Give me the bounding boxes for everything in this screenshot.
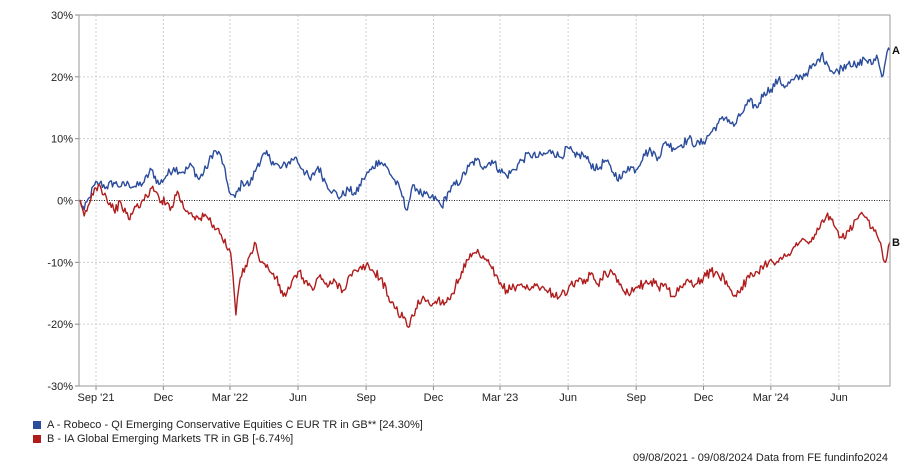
legend-label-b: B - IA Global Emerging Markets TR in GB … xyxy=(47,433,294,445)
x-tick-label: Sep xyxy=(356,392,376,404)
series-end-label-b: B xyxy=(892,237,900,249)
y-tick-label: -10% xyxy=(47,257,73,269)
x-tick-label: Jun xyxy=(289,392,307,404)
series-lines xyxy=(78,47,891,328)
data-source: Data from FE fundinfo2024 xyxy=(755,452,888,464)
x-tick-label: Sep xyxy=(626,392,646,404)
legend-swatch-a xyxy=(33,421,41,429)
plot-frame xyxy=(78,14,891,387)
date-range: 09/08/2021 - 09/08/2024 xyxy=(632,452,753,464)
x-tick-label: Mar '22 xyxy=(212,392,248,404)
y-tick-label: -20% xyxy=(47,319,73,331)
x-tick-label: Jun xyxy=(830,392,848,404)
series-line-a xyxy=(78,47,891,211)
x-tick-label: Mar '24 xyxy=(753,392,789,404)
legend-item-a: A - Robeco - QI Emerging Conservative Eq… xyxy=(33,418,423,432)
chart-footer: 09/08/2021 - 09/08/2024 Data from FE fun… xyxy=(633,452,888,464)
y-axis: 30% 20% 10% 0% -10% -20% -30% xyxy=(47,10,79,393)
x-tick-label: Dec xyxy=(154,392,174,404)
x-tick-label: Dec xyxy=(424,392,444,404)
series-end-label-a: A xyxy=(892,45,900,57)
y-tick-label: -30% xyxy=(47,381,73,393)
legend: A - Robeco - QI Emerging Conservative Eq… xyxy=(33,418,423,446)
x-tick-label: Dec xyxy=(694,392,714,404)
x-tick-label: Mar '23 xyxy=(482,392,518,404)
y-tick-label: 0% xyxy=(57,196,73,208)
series-line-b xyxy=(78,183,891,328)
y-tick-label: 10% xyxy=(51,134,73,146)
y-tick-label: 20% xyxy=(51,72,73,84)
x-tick-label: Sep '21 xyxy=(78,392,115,404)
x-tick-label: Jun xyxy=(559,392,577,404)
grid xyxy=(79,14,890,387)
x-axis: Sep '21 Dec Mar '22 Jun Sep Dec Mar '23 Jun Sep D… xyxy=(78,386,848,404)
legend-swatch-b xyxy=(33,435,41,443)
legend-item-b: B - IA Global Emerging Markets TR in GB … xyxy=(33,432,423,446)
series-end-labels: AB xyxy=(892,45,900,249)
legend-label-a: A - Robeco - QI Emerging Conservative Eq… xyxy=(47,419,423,431)
y-tick-label: 30% xyxy=(51,10,73,22)
